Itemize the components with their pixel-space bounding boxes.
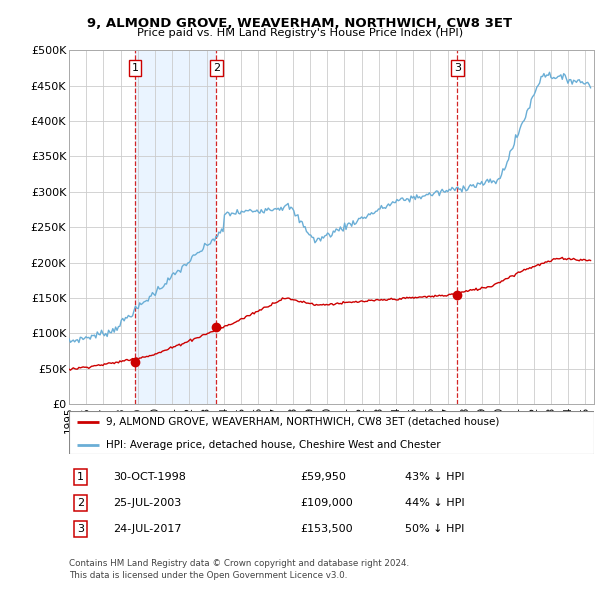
Text: 24-JUL-2017: 24-JUL-2017 (113, 525, 182, 534)
Text: 3: 3 (77, 525, 84, 534)
Text: 1: 1 (77, 472, 84, 482)
Text: 44% ↓ HPI: 44% ↓ HPI (405, 498, 464, 508)
Text: 3: 3 (454, 63, 461, 73)
Text: £109,000: £109,000 (300, 498, 353, 508)
Text: 30-OCT-1998: 30-OCT-1998 (113, 472, 187, 482)
Text: 50% ↓ HPI: 50% ↓ HPI (405, 525, 464, 534)
Text: 2: 2 (77, 498, 84, 508)
Text: 9, ALMOND GROVE, WEAVERHAM, NORTHWICH, CW8 3ET (detached house): 9, ALMOND GROVE, WEAVERHAM, NORTHWICH, C… (106, 417, 499, 427)
Text: HPI: Average price, detached house, Cheshire West and Chester: HPI: Average price, detached house, Ches… (106, 440, 440, 450)
FancyBboxPatch shape (69, 411, 594, 454)
Text: 1: 1 (131, 63, 139, 73)
Text: £153,500: £153,500 (300, 525, 353, 534)
Text: 25-JUL-2003: 25-JUL-2003 (113, 498, 182, 508)
Text: 2: 2 (213, 63, 220, 73)
Text: £59,950: £59,950 (300, 472, 346, 482)
Text: 9, ALMOND GROVE, WEAVERHAM, NORTHWICH, CW8 3ET: 9, ALMOND GROVE, WEAVERHAM, NORTHWICH, C… (88, 17, 512, 30)
Text: This data is licensed under the Open Government Licence v3.0.: This data is licensed under the Open Gov… (69, 571, 347, 580)
Text: 43% ↓ HPI: 43% ↓ HPI (405, 472, 464, 482)
Bar (135, 50, 217, 404)
Text: Contains HM Land Registry data © Crown copyright and database right 2024.: Contains HM Land Registry data © Crown c… (69, 559, 409, 568)
Text: Price paid vs. HM Land Registry's House Price Index (HPI): Price paid vs. HM Land Registry's House … (137, 28, 463, 38)
